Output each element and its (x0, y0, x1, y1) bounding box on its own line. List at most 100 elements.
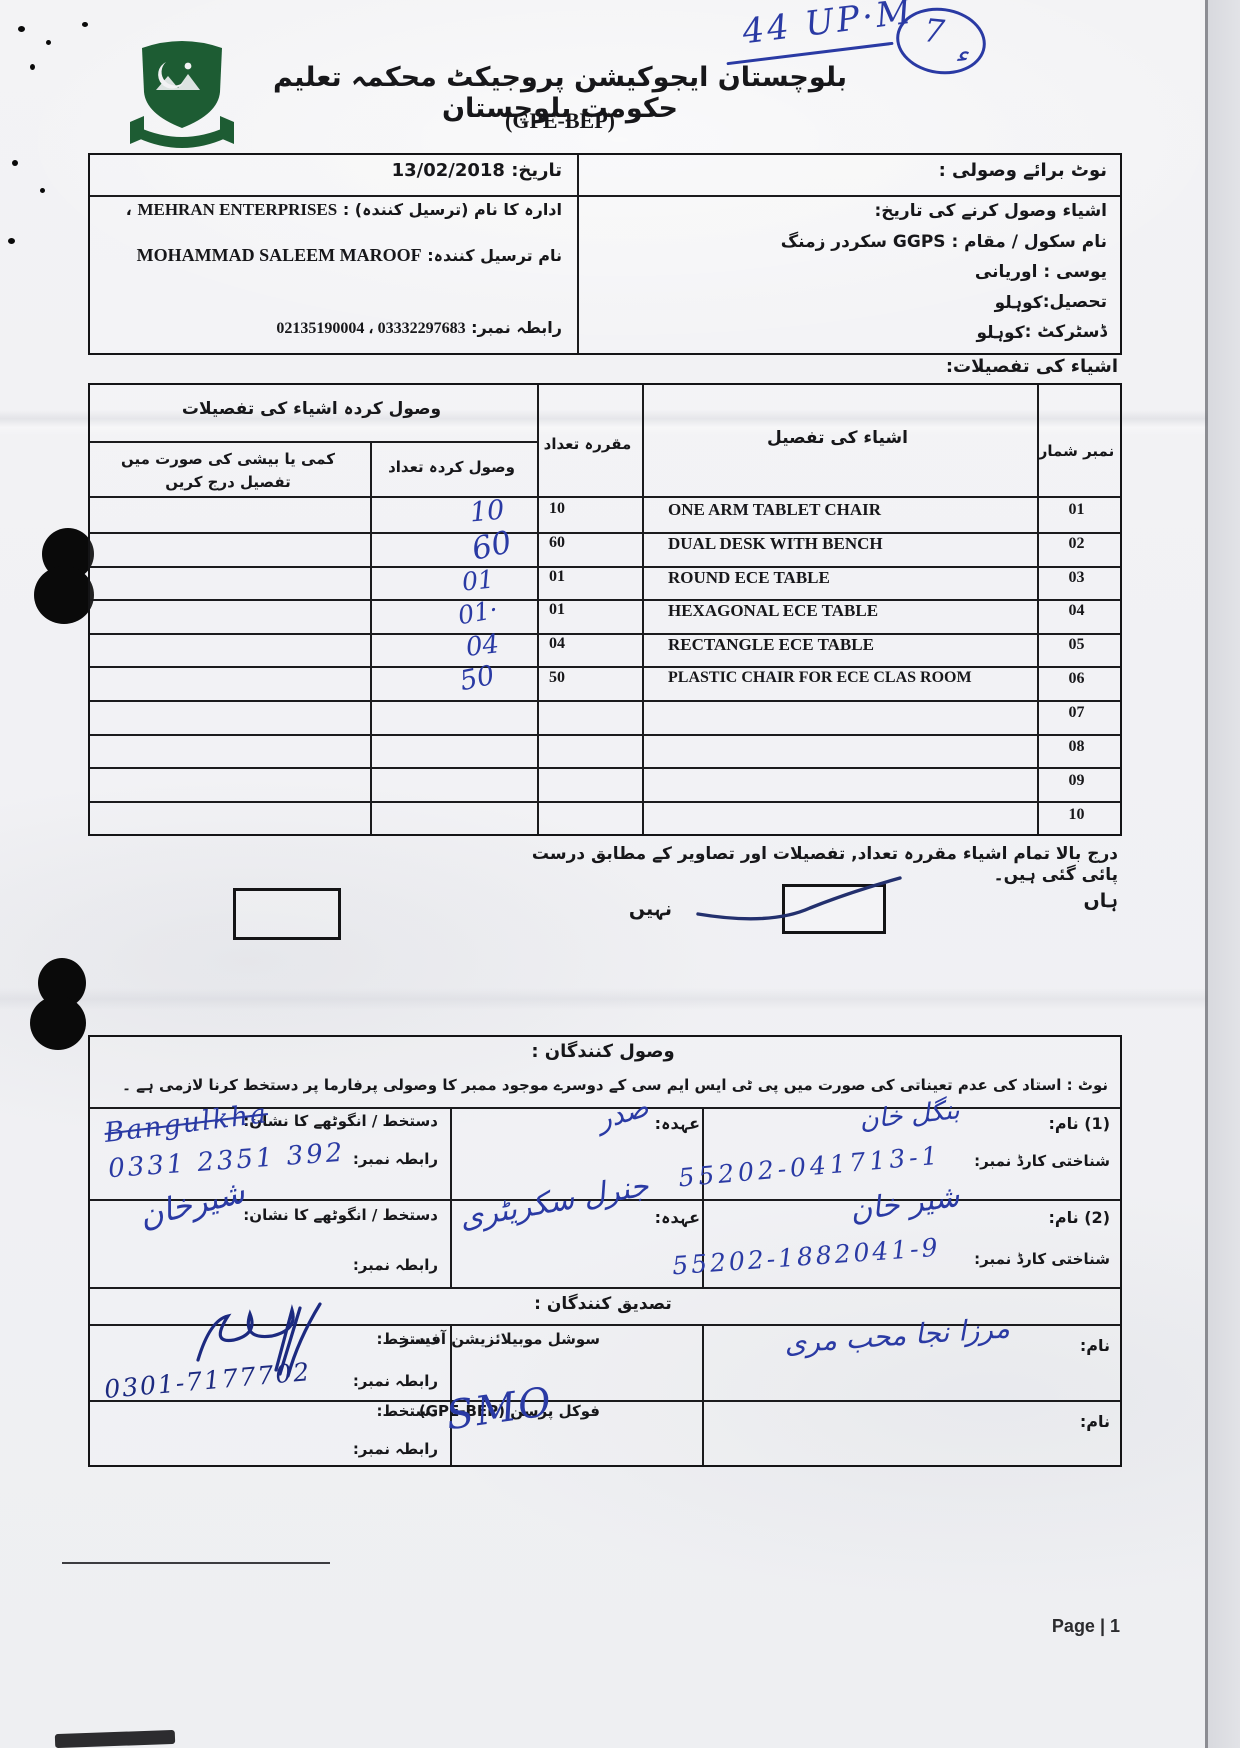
yes-checkbox (782, 884, 886, 934)
verifier2-name-label: نام: (1079, 1412, 1110, 1431)
no-label: نہیں (628, 898, 672, 920)
item-fixed-qty: 04 (549, 635, 565, 652)
school-label: نام سکول / مقام : (951, 232, 1107, 252)
form-title: بلوچستان ایجوکیشن پروجیکٹ محکمہ تعلیم حک… (273, 62, 847, 124)
receiver2-contact-label: رابطہ نمبر: (352, 1256, 438, 1274)
item-fixed-qty: 01 (549, 568, 565, 585)
items-table (88, 383, 1122, 836)
scan-mark-bottom (54, 1729, 176, 1748)
item-serial: 01 (1068, 501, 1085, 518)
item-serial: 03 (1068, 569, 1085, 586)
receiver1-cnic-label: شناختی کارڈ نمبر: (974, 1152, 1110, 1170)
circled-mark-digit: 7 (922, 11, 947, 51)
scan-edge-right-shade (1208, 0, 1240, 1748)
receivers-table (88, 1035, 1122, 1467)
speck (82, 22, 88, 27)
header-fixed-qty: مقررہ تعداد (543, 435, 632, 453)
item-detail: ONE ARM TABLET CHAIR (668, 500, 882, 519)
verifier2-contact-label: رابطہ نمبر: (352, 1440, 438, 1458)
sender-value: MOHAMMAD SALEEM MAROOF (136, 245, 422, 265)
verifier1-contact-label: رابطہ نمبر: (352, 1372, 438, 1390)
header-received-qty: وصول کردہ تعداد (388, 458, 515, 476)
school-value: GGPS سکردر زمنگ (780, 232, 946, 252)
verifier1-designation: سوشل موبیلائزیشن آفیسر (400, 1330, 600, 1348)
item-serial: 07 (1068, 704, 1085, 721)
speck (18, 26, 25, 32)
header-remarks: کمی یا بیشی کی صورت میں تفصیل درج کریں (121, 450, 335, 491)
agency-line: ادارہ کا نام (ترسیل کنندہ) : MEHRAN ENTE… (100, 200, 562, 220)
item-fixed-qty: 50 (549, 669, 565, 686)
item-received-handwritten: 10 (468, 494, 506, 529)
item-serial: 04 (1068, 602, 1085, 619)
school-line: نام سکول / مقام : GGPS سکردر زمنگ (595, 232, 1107, 252)
header-received-group: وصول کردہ اشیاء کی تفصیلات (181, 399, 442, 419)
item-detail: HEXAGONAL ECE TABLE (668, 601, 879, 620)
verifiers-heading: تصدیق کنندگان : (534, 1294, 672, 1314)
sender-contact-label: رابطہ نمبر: (471, 318, 562, 337)
district-label: ڈسٹرکٹ : (1024, 322, 1107, 342)
receiver1-designation-label: عہدہ: (654, 1114, 700, 1133)
item-serial: 02 (1068, 535, 1085, 552)
verifier1-signature-label: دستخط: (376, 1330, 438, 1348)
balochistan-government-crest (130, 41, 234, 148)
header-detail: اشیاء کی تفصیل (767, 428, 908, 448)
item-fixed-qty: 01 (549, 601, 565, 618)
item-serial: 05 (1068, 636, 1085, 653)
sender-line: نام ترسیل کنندہ: MOHAMMAD SALEEM MAROOF (100, 245, 562, 266)
tehsil-value: کوہلو (994, 293, 1043, 313)
receiver1-contact-label: رابطہ نمبر: (352, 1150, 438, 1168)
uc-line: یوسی : اوریانی (974, 262, 1107, 282)
item-fixed-qty: 10 (549, 500, 565, 517)
receipt-note-label: نوٹ برائے وصولی : (938, 160, 1107, 181)
receiver2-cnic-label: شناختی کارڈ نمبر: (974, 1250, 1110, 1268)
item-detail: RECTANGLE ECE TABLE (668, 635, 874, 654)
scan-edge-right (1205, 0, 1208, 1748)
receiver2-designation-label: عہدہ: (654, 1208, 700, 1227)
yes-checkmark (696, 876, 902, 921)
receivers-note: نوٹ : استاد کی عدم تعیناتی کی صورت میں پ… (122, 1076, 1108, 1094)
form-subtitle: (GPE-BEP) (505, 108, 615, 133)
no-checkbox (233, 888, 341, 940)
date-line: تاریخ: 13/02/2018 (391, 160, 562, 181)
item-detail: DUAL DESK WITH BENCH (668, 534, 883, 553)
verifier2-signature-label: دستخط: (376, 1402, 438, 1420)
item-detail: PLASTIC CHAIR FOR ECE CLAS ROOM (668, 669, 972, 686)
speck (46, 40, 51, 45)
receivers-heading: وصول کنندگان : (531, 1041, 675, 1062)
ink-blot (30, 996, 86, 1050)
receiver1-name-label: (1) نام: (1048, 1114, 1110, 1133)
items-section-label: اشیاء کی تفصیلات: (945, 356, 1118, 377)
sender-contact-value: 03332297683 ، 02135190004 (276, 320, 466, 337)
verifier1-signature-scribble (196, 1302, 322, 1378)
receiver1-signature-label: دستخط / انگوٹھے کا نشان: (243, 1112, 438, 1130)
item-received-handwritten: 04 (464, 629, 501, 663)
receiver2-name-label: (2) نام: (1048, 1208, 1110, 1227)
item-serial: 08 (1068, 738, 1085, 755)
tehsil-line: کوہلو تحصیل: (595, 292, 1107, 313)
verifier2-designation: فوکل پرسن (GPE-BEP) (418, 1402, 600, 1420)
receive-date-label: اشیاء وصول کرنے کی تاریخ: (874, 201, 1107, 221)
item-detail: ROUND ECE TABLE (668, 568, 830, 587)
stray-rule (62, 1562, 330, 1564)
item-received-handwritten: 01 (460, 564, 496, 597)
agency-label: ادارہ کا نام (ترسیل کنندہ) : (342, 200, 562, 219)
speck (12, 160, 18, 166)
ink-blot (34, 566, 94, 624)
header-serial: نمبر شمار (1038, 442, 1115, 460)
sender-contact-line: رابطہ نمبر: 03332297683 ، 02135190004 (100, 318, 562, 338)
speck (40, 188, 45, 193)
item-serial: 10 (1068, 806, 1085, 823)
tehsil-label: تحصیل: (1042, 292, 1107, 312)
district-line: کوہلو ڈسٹرکٹ : (595, 322, 1107, 343)
verifier1-name-label: نام: (1079, 1336, 1110, 1355)
sender-label: نام ترسیل کنندہ: (427, 246, 562, 265)
agency-trail: ، (125, 200, 132, 219)
yes-label: ہاں (1083, 890, 1118, 912)
item-fixed-qty: 60 (549, 534, 565, 551)
paper-crease (0, 988, 1240, 1010)
speck (30, 64, 35, 70)
item-serial: 09 (1068, 772, 1085, 789)
district-value: کوہلو (976, 323, 1025, 343)
item-serial: 06 (1068, 670, 1085, 687)
